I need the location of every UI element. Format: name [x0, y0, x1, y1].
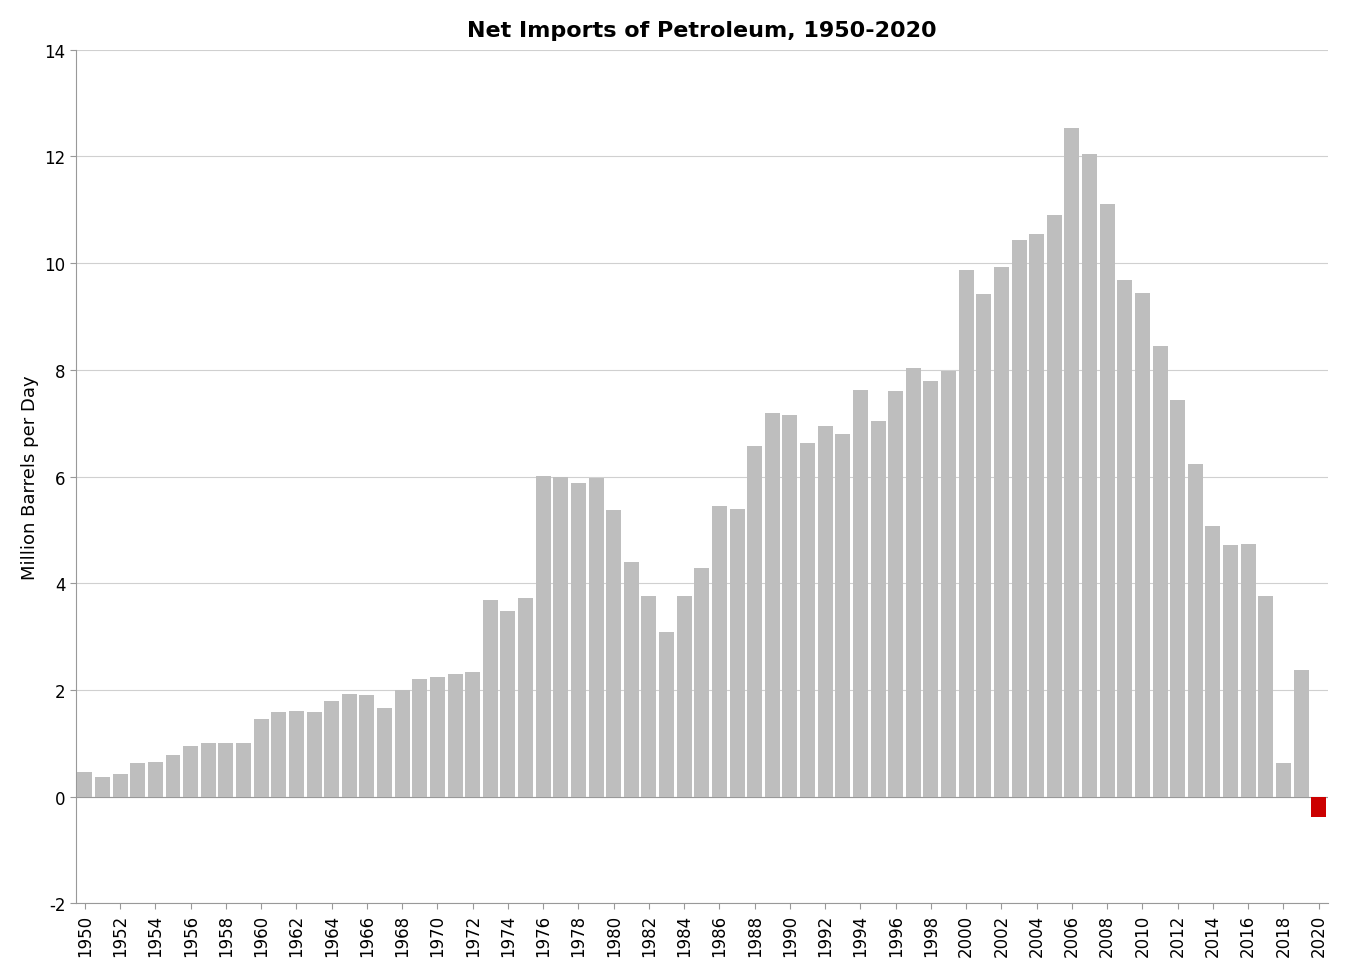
Bar — [219, 743, 234, 797]
Bar — [1029, 235, 1044, 797]
Bar — [1064, 129, 1080, 797]
Bar — [571, 484, 586, 797]
Bar — [1223, 545, 1238, 797]
Bar — [941, 372, 956, 797]
Bar — [676, 596, 691, 797]
Bar — [765, 413, 780, 797]
Bar — [1153, 347, 1168, 797]
Bar — [1188, 464, 1203, 797]
Bar — [448, 675, 463, 797]
Bar — [289, 711, 304, 797]
Bar — [994, 268, 1008, 797]
Bar — [554, 477, 568, 797]
Bar — [201, 743, 216, 797]
Bar — [836, 435, 850, 797]
Bar — [236, 743, 251, 797]
Bar — [1241, 545, 1256, 797]
Bar — [166, 755, 181, 797]
Bar — [694, 569, 709, 797]
Bar — [1083, 155, 1098, 797]
Bar — [377, 708, 392, 797]
Bar — [801, 444, 815, 797]
Bar — [77, 772, 92, 797]
Bar — [1170, 401, 1185, 797]
Bar — [148, 762, 163, 797]
Bar — [783, 415, 798, 797]
Bar — [1135, 294, 1150, 797]
Bar — [641, 596, 656, 797]
Bar — [536, 477, 551, 797]
Bar — [1258, 596, 1273, 797]
Bar — [729, 510, 745, 797]
Bar — [1206, 527, 1220, 797]
Bar — [871, 421, 886, 797]
Bar — [923, 382, 938, 797]
Bar — [466, 672, 481, 797]
Bar — [501, 612, 516, 797]
Bar — [818, 427, 833, 797]
Bar — [1118, 280, 1133, 797]
Bar — [659, 632, 674, 797]
Bar — [1293, 670, 1308, 797]
Bar — [624, 563, 639, 797]
Bar — [1011, 240, 1026, 797]
Bar — [95, 777, 109, 797]
Bar — [1311, 797, 1326, 818]
Bar — [112, 775, 128, 797]
Bar — [254, 720, 269, 797]
Bar — [130, 763, 146, 797]
Bar — [958, 271, 973, 797]
Bar — [976, 295, 991, 797]
Bar — [394, 691, 409, 797]
Bar — [342, 695, 356, 797]
Bar — [1276, 763, 1291, 797]
Bar — [747, 446, 763, 797]
Bar — [906, 369, 921, 797]
Bar — [589, 479, 603, 797]
Bar — [606, 511, 621, 797]
Y-axis label: Million Barrels per Day: Million Barrels per Day — [20, 375, 39, 579]
Bar — [518, 599, 533, 797]
Bar — [271, 712, 286, 797]
Bar — [412, 679, 427, 797]
Bar — [888, 392, 903, 797]
Bar — [184, 746, 198, 797]
Bar — [1100, 205, 1115, 797]
Bar — [711, 507, 726, 797]
Bar — [483, 600, 498, 797]
Bar — [1046, 216, 1062, 797]
Bar — [306, 712, 321, 797]
Title: Net Imports of Petroleum, 1950-2020: Net Imports of Petroleum, 1950-2020 — [467, 21, 937, 41]
Bar — [853, 390, 868, 797]
Bar — [324, 701, 339, 797]
Bar — [429, 677, 446, 797]
Bar — [359, 696, 374, 797]
